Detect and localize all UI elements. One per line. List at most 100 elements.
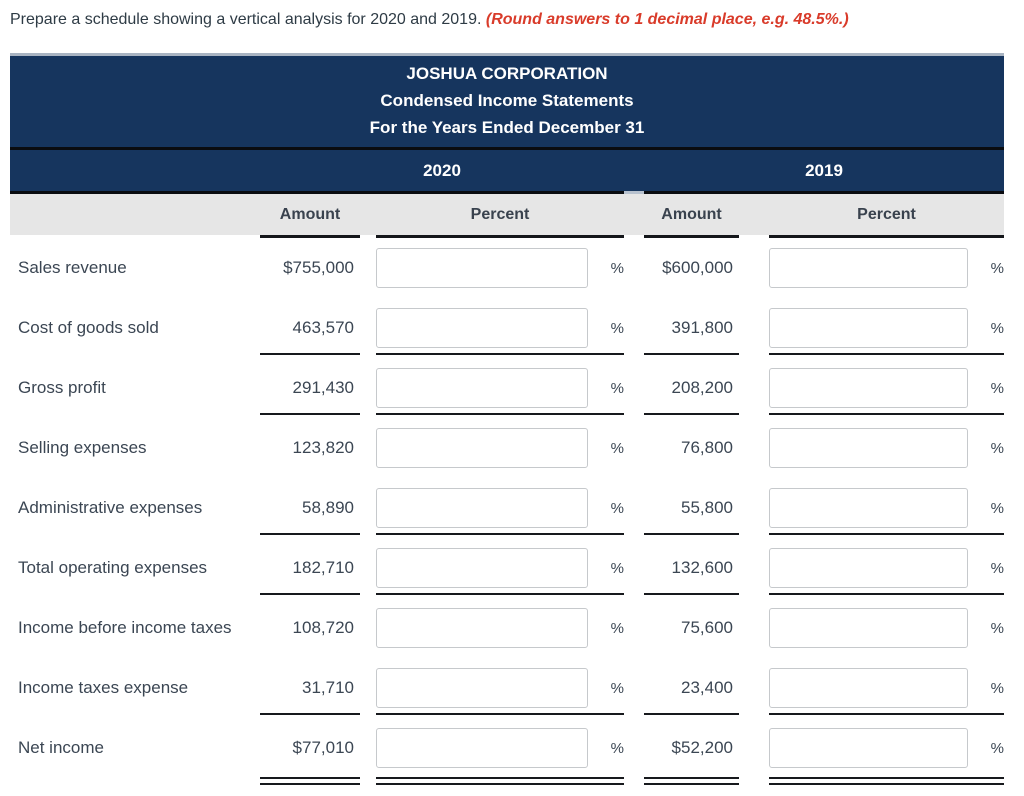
percent-input-2020[interactable] [376,608,588,648]
single-underline [376,413,624,415]
column-gap [360,478,376,538]
percent-input-2019[interactable] [769,308,968,348]
percent-sign: % [610,379,624,397]
percent-input-2020[interactable] [376,728,588,768]
amount-2020: 31,710 [302,678,354,697]
percent-sign: % [610,559,624,577]
double-underline [769,777,1004,785]
amount-2019-cell: 208,200 [644,358,739,418]
column-gap [360,658,376,718]
percent-input-2019-cell: % [769,718,1004,785]
percent-input-2020[interactable] [376,368,588,408]
single-underline [644,353,739,355]
column-gap [624,238,644,298]
column-gap [624,298,644,358]
percent-input-2020[interactable] [376,488,588,528]
amount-2019-cell: 75,600 [644,598,739,658]
amount-header-2019: Amount [661,205,722,223]
percent-input-2019[interactable] [769,608,968,648]
percent-input-2019[interactable] [769,668,968,708]
statement-rows: Sales revenue $755,000% $600,000% Cost of g… [10,238,1004,785]
amount-2020: 108,720 [292,618,354,637]
percent-input-2019-cell: % [769,538,1004,598]
percent-input-2020-cell: % [376,238,624,298]
column-gap [360,418,376,478]
amount-2019: 76,800 [681,438,733,457]
percent-input-2020-cell: % [376,658,624,718]
amount-2020-cell: 182,710 [260,538,360,598]
column-gap [360,538,376,598]
row-label-text: Sales revenue [18,258,127,277]
column-gap [739,658,769,718]
percent-input-2020[interactable] [376,668,588,708]
year-header-row: 2020 2019 [10,150,1004,191]
amount-2020: 291,430 [292,378,354,397]
instruction-text: Prepare a schedule showing a vertical an… [10,11,482,28]
rule-segment [644,191,1004,194]
percent-input-2019[interactable] [769,548,968,588]
percent-input-2019-cell: % [769,478,1004,538]
amount-2020: 463,570 [292,318,354,337]
percent-sign: % [610,739,624,757]
percent-input-2020[interactable] [376,308,588,348]
single-underline [644,593,739,595]
table-row: Net income $77,010% $52,200% [10,718,1004,785]
column-gap [739,598,769,658]
amount-2019: 208,200 [671,378,733,397]
percent-input-2020[interactable] [376,248,588,288]
percent-input-2020[interactable] [376,548,588,588]
table-row: Gross profit 291,430% 208,200% [10,358,1004,418]
percent-input-2019[interactable] [769,428,968,468]
row-label-text: Income taxes expense [18,678,189,697]
year-header-rule [10,191,1004,194]
row-label: Net income [10,718,260,778]
column-gap [739,358,769,418]
column-gap [624,538,644,598]
amount-2020-cell: 108,720 [260,598,360,658]
row-label: Total operating expenses [10,538,260,598]
percent-sign: % [610,259,624,277]
amount-2019: 132,600 [671,558,733,577]
table-row: Cost of goods sold 463,570% 391,800% [10,298,1004,358]
amount-2020: $77,010 [292,738,354,757]
row-label-text: Income before income taxes [18,618,232,637]
percent-header-2019: Percent [857,205,916,223]
rule-segment [260,235,360,238]
amount-2020-cell: $77,010 [260,718,360,785]
percent-sign: % [990,619,1004,637]
amount-2019: $600,000 [662,258,733,277]
single-underline [644,413,739,415]
amount-2019-cell: 76,800 [644,418,739,478]
column-gap [624,418,644,478]
amount-2020-cell: 31,710 [260,658,360,718]
amount-2019-cell: $52,200 [644,718,739,785]
rule-segment [10,191,624,194]
percent-input-2019[interactable] [769,248,968,288]
income-statement-table: JOSHUA CORPORATION Condensed Income Stat… [10,53,1004,790]
single-underline [376,713,624,715]
percent-input-2019[interactable] [769,488,968,528]
amount-2020-cell: $755,000 [260,238,360,298]
amount-2020-cell: 123,820 [260,418,360,478]
column-gap [624,358,644,418]
amount-2020-cell: 463,570 [260,298,360,358]
amount-header-2020: Amount [279,205,341,223]
amount-2020: 123,820 [292,438,354,457]
percent-input-2019-cell: % [769,598,1004,658]
amount-2020: 182,710 [292,558,354,577]
percent-input-2019[interactable] [769,368,968,408]
percent-sign: % [610,679,624,697]
rule-segment [376,235,624,238]
percent-input-2020-cell: % [376,298,624,358]
percent-input-2020[interactable] [376,428,588,468]
amount-2019: $52,200 [671,738,733,757]
column-header-rule [10,235,1004,238]
percent-input-2020-cell: % [376,418,624,478]
statement-header: JOSHUA CORPORATION Condensed Income Stat… [10,53,1004,150]
single-underline [769,353,1004,355]
percent-input-2019[interactable] [769,728,968,768]
single-underline [260,713,360,715]
row-label-text: Net income [18,738,104,757]
percent-sign: % [610,499,624,517]
row-label: Income taxes expense [10,658,260,718]
